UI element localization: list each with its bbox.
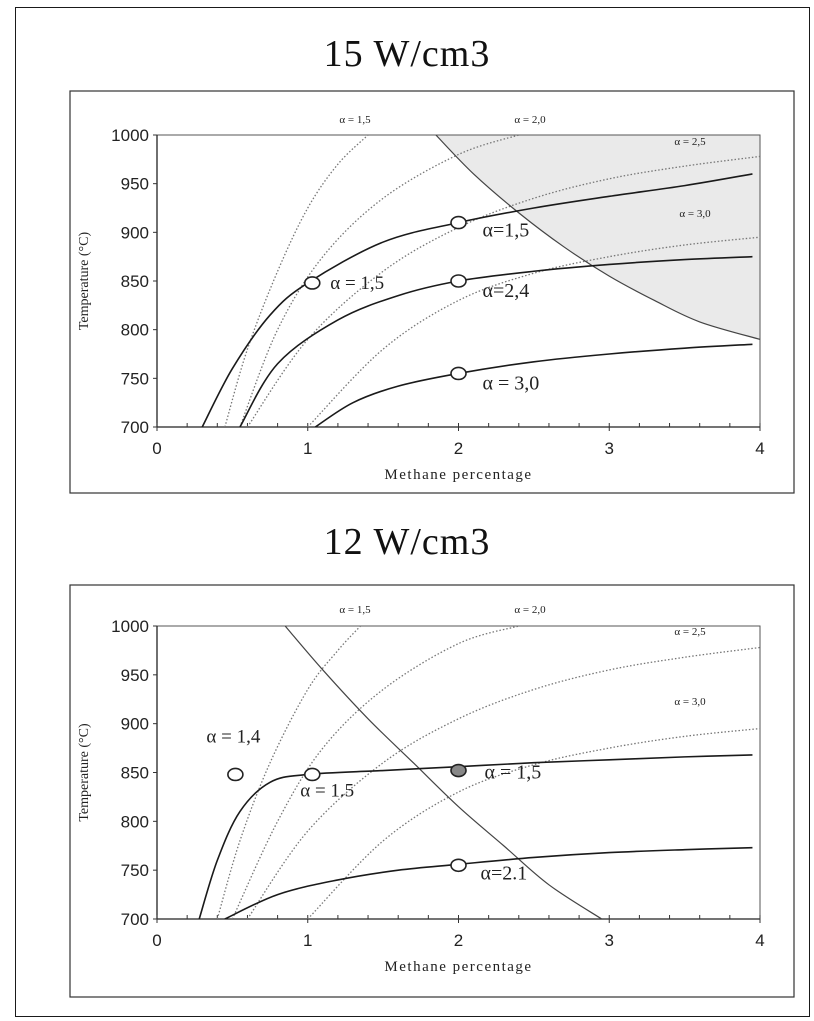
y-tick-label: 800 xyxy=(121,321,149,340)
operating-point-label: α = 1,4 xyxy=(206,726,260,747)
solid-curve xyxy=(201,173,753,427)
y-tick-label: 800 xyxy=(121,812,149,831)
dotted-curve-label: α = 1,5 xyxy=(339,604,371,616)
plot-frame xyxy=(69,584,795,998)
x-tick-label: 0 xyxy=(152,931,161,950)
operating-point xyxy=(303,767,321,782)
dotted-curve-label: α = 2,0 xyxy=(514,114,546,126)
operating-point-label: α = 1.5 xyxy=(300,780,354,801)
chart-top: 700 750 800 850 900 950 1000 0 1 2 3 4 Methane perce… xyxy=(69,90,795,494)
x-tick-label: 4 xyxy=(755,931,764,950)
x-tick-label: 3 xyxy=(605,439,614,458)
solid-curve xyxy=(198,754,753,919)
x-axis-label: Methane percentage xyxy=(384,467,532,483)
operating-point-label: α=2,4 xyxy=(483,280,530,302)
y-tick-label: 900 xyxy=(121,715,149,734)
operating-point-label: α = 1,5 xyxy=(330,273,384,294)
operating-point-label: α=1,5 xyxy=(483,220,530,242)
chart-title-bottom: 12 W/cm3 xyxy=(323,521,491,563)
operating-point xyxy=(450,858,467,873)
operating-point xyxy=(450,215,467,230)
y-tick-label: 850 xyxy=(121,764,149,783)
operating-point-label: α = 1,5 xyxy=(485,762,542,784)
dotted-curve-label: α = 2,5 xyxy=(674,136,706,148)
chart-title-top: 15 W/cm3 xyxy=(323,33,491,75)
chart-bottom: 700 750 800 850 900 950 1000 0 1 2 3 4 Methane perce… xyxy=(69,584,795,998)
dotted-curve xyxy=(224,135,369,427)
x-tick-label: 2 xyxy=(454,439,463,458)
operating-point xyxy=(450,763,467,778)
y-axis-label: Temperature (°C) xyxy=(77,232,92,331)
dotted-curve xyxy=(239,135,519,427)
dotted-curve-label: α = 1,5 xyxy=(339,114,371,126)
dotted-curve-label: α = 3,0 xyxy=(674,696,706,708)
x-tick-label: 1 xyxy=(303,931,312,950)
x-tick-label: 4 xyxy=(755,439,764,458)
y-tick-label: 700 xyxy=(121,418,149,437)
dotted-curve xyxy=(307,236,760,427)
y-tick-label: 700 xyxy=(121,910,149,929)
operating-point xyxy=(450,366,467,381)
y-tick-label: 850 xyxy=(121,272,149,291)
x-tick-label: 2 xyxy=(454,931,463,950)
operating-point xyxy=(227,767,244,782)
y-tick-label: 750 xyxy=(121,861,149,880)
y-tick-label: 950 xyxy=(121,175,149,194)
x-tick-label: 1 xyxy=(303,439,312,458)
y-tick-label: 1000 xyxy=(111,617,149,636)
y-axis-label: Temperature (°C) xyxy=(77,723,92,822)
x-axis-label: Methane percentage xyxy=(384,959,532,975)
dotted-curve-label: α = 3,0 xyxy=(679,208,711,220)
boundary-curve xyxy=(284,626,603,919)
dotted-curve-label: α = 2,5 xyxy=(674,626,706,638)
operating-point xyxy=(303,276,321,290)
x-tick-label: 3 xyxy=(605,931,614,950)
boundary-curve xyxy=(435,135,760,340)
operating-point xyxy=(450,274,467,288)
operating-point-label: α = 3,0 xyxy=(483,372,540,394)
y-tick-label: 900 xyxy=(121,223,149,242)
y-tick-label: 1000 xyxy=(111,126,149,145)
dotted-curve xyxy=(231,626,519,919)
dotted-curve xyxy=(216,626,361,919)
y-tick-label: 950 xyxy=(121,666,149,685)
dotted-curve-label: α = 2,0 xyxy=(514,604,546,616)
solid-curve xyxy=(314,343,753,427)
y-tick-label: 750 xyxy=(121,369,149,388)
plot-frame xyxy=(69,90,795,494)
x-tick-label: 0 xyxy=(152,439,161,458)
operating-point-label: α=2.1 xyxy=(481,862,528,884)
dotted-curve xyxy=(246,646,760,919)
